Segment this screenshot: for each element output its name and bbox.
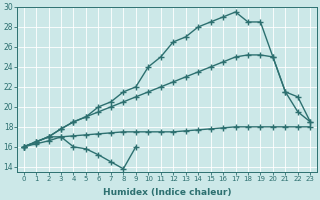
X-axis label: Humidex (Indice chaleur): Humidex (Indice chaleur): [103, 188, 231, 197]
